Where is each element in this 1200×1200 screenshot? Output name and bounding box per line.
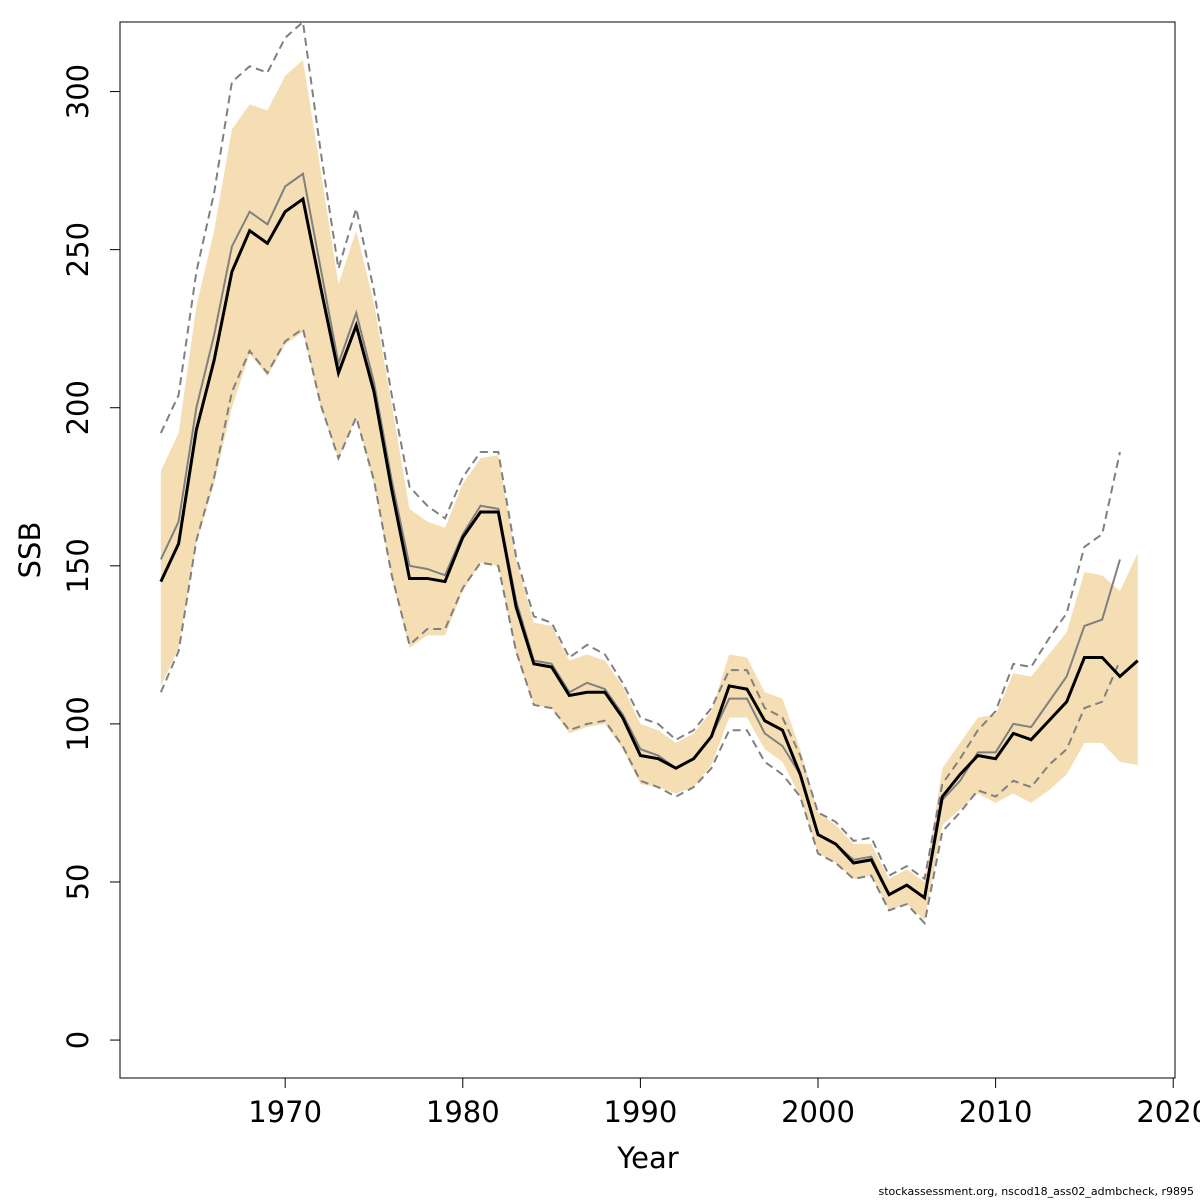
y-tick-label: 50	[61, 864, 95, 901]
x-tick-label: 1970	[248, 1095, 322, 1129]
series-line	[159, 172, 1121, 900]
x-tick-label: 2000	[781, 1095, 855, 1129]
footnote: stockassessment.org, nscod18_ass02_admbc…	[878, 1185, 1194, 1198]
y-tick-label: 200	[61, 380, 95, 435]
plot-frame	[119, 21, 1176, 1079]
y-tick-label: 250	[61, 222, 95, 277]
confidence-band	[160, 59, 1138, 920]
series-line	[159, 196, 1139, 901]
x-tick-label: 2010	[959, 1095, 1033, 1129]
y-tick-label: 300	[61, 64, 95, 119]
series-line	[159, 327, 1121, 926]
y-tick-label: 100	[61, 696, 95, 751]
y-tick-label: 0	[61, 1031, 95, 1049]
x-tick-label: 1990	[603, 1095, 677, 1129]
x-tick-label: 1980	[426, 1095, 500, 1129]
series-line	[159, 20, 1121, 881]
x-axis-label: Year	[616, 1141, 678, 1175]
y-axis-label: SSB	[13, 522, 47, 579]
y-tick-label: 150	[61, 538, 95, 593]
